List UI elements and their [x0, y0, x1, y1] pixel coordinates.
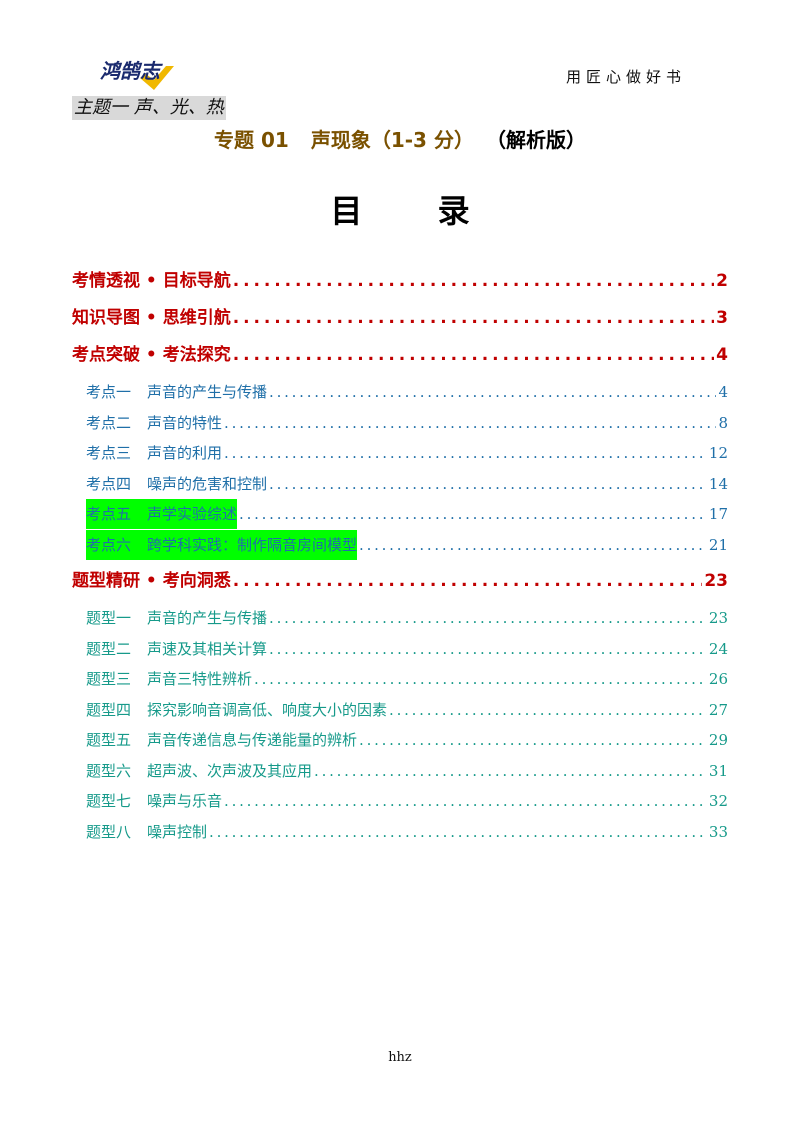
- toc-page-number: 26: [708, 670, 728, 688]
- toc-leader: [359, 725, 707, 755]
- toc-leader: [239, 499, 707, 529]
- toc-leader: [254, 664, 707, 694]
- toc-leader: [233, 303, 714, 333]
- toc-page-number: 32: [708, 792, 728, 810]
- toc-section-label: 考情透视 • 目标导航: [72, 271, 231, 291]
- toc-page-number: 23: [708, 609, 728, 627]
- toc-item-title: 声学实验综述: [147, 505, 238, 523]
- toc-item-number: 题型四: [86, 700, 132, 719]
- version-label: （解析版）: [485, 128, 586, 152]
- toc-item-title: 噪声控制: [147, 822, 208, 841]
- toc-page-number: 8: [718, 413, 728, 432]
- toc-item-number: 考点五: [86, 505, 132, 523]
- toc-section-mindmap[interactable]: 知识导图 • 思维引航 3: [72, 303, 728, 340]
- toc-heading: 目 录: [330, 192, 502, 230]
- highlighted-label: 考点五 声学实验综述: [86, 499, 238, 529]
- toc-leader: [224, 786, 707, 816]
- toc-item-title: 声速及其相关计算: [147, 639, 268, 658]
- topic-name: 声现象（1-3 分）: [310, 128, 474, 152]
- toc-item-title: 声音的利用: [147, 444, 223, 462]
- toc-item-number: 考点六: [86, 535, 132, 554]
- toc-item-title: 声音的产生与传播: [147, 609, 268, 627]
- toc-item-number: 题型一: [86, 609, 132, 627]
- page-footer: hhz: [388, 1050, 412, 1065]
- toc-item-number: 题型三: [86, 670, 132, 688]
- toc-leader: [233, 340, 714, 370]
- toc-page-number: 23: [704, 571, 728, 591]
- toc-section-overview[interactable]: 考情透视 • 目标导航 2: [72, 266, 728, 303]
- toc-leader: [269, 603, 707, 633]
- publisher-logo: 鸿鹄志: [96, 56, 200, 90]
- theme-tag: 主题一 声、光、热: [72, 96, 226, 120]
- toc-leader: [269, 634, 707, 664]
- slogan: 用匠心做好书: [566, 68, 687, 86]
- logo-text: 鸿鹄志: [100, 59, 163, 83]
- toc-page-number: 2: [716, 271, 728, 291]
- toc-item-number: 题型二: [86, 639, 132, 658]
- toc-leader: [359, 530, 707, 560]
- toc-section-question-types[interactable]: 题型精研 • 考向洞悉 23: [72, 566, 728, 603]
- topic-code: 专题 01: [214, 128, 289, 152]
- toc-item-number: 题型八: [86, 822, 132, 841]
- toc-item-number: 题型六: [86, 761, 132, 780]
- toc-item-title: 探究影响音调高低、响度大小的因素: [147, 700, 388, 719]
- toc-page-number: 14: [708, 474, 728, 493]
- toc-leader: [233, 566, 703, 596]
- toc-leader: [224, 438, 707, 468]
- toc-item-number: 题型七: [86, 792, 132, 810]
- toc-item-number: 考点三: [86, 444, 132, 462]
- toc-item-title: 声音传递信息与传递能量的辨析: [147, 731, 358, 749]
- toc-page-number: 24: [708, 639, 728, 658]
- toc-page-number: 4: [718, 383, 728, 401]
- toc-leader: [224, 408, 716, 438]
- toc-page-number: 4: [716, 345, 728, 365]
- toc-item-title: 噪声与乐音: [147, 792, 223, 810]
- toc-leader: [209, 817, 707, 847]
- toc-leader: [314, 756, 707, 786]
- toc-page-number: 27: [708, 700, 728, 719]
- toc-item-number: 考点四: [86, 474, 132, 493]
- toc-section-topics[interactable]: 考点突破 • 考法探究 4: [72, 340, 728, 377]
- toc-page-number: 33: [708, 822, 728, 841]
- toc-page-number: 12: [708, 444, 728, 462]
- toc-item-title: 声音的产生与传播: [147, 383, 268, 401]
- toc-item-title: 声音的特性: [147, 413, 223, 432]
- toc-item-title: 超声波、次声波及其应用: [147, 761, 313, 780]
- toc-page-number: 17: [708, 505, 728, 523]
- toc-page-number: 29: [708, 731, 728, 749]
- toc-item-title: 噪声的危害和控制: [147, 474, 268, 493]
- toc-section-label: 题型精研 • 考向洞悉: [72, 571, 231, 591]
- toc-leader: [233, 266, 714, 296]
- highlighted-label: 考点六 跨学科实践：制作隔音房间模型: [86, 529, 358, 560]
- toc-page-number: 3: [716, 308, 728, 328]
- toc-section-label: 考点突破 • 考法探究: [72, 345, 231, 365]
- toc-leader: [269, 469, 707, 499]
- toc-item-title: 跨学科实践：制作隔音房间模型: [147, 535, 358, 554]
- toc-item-number: 考点一: [86, 383, 132, 401]
- toc-item-title: 声音三特性辨析: [147, 670, 253, 688]
- toc-leader: [269, 377, 716, 407]
- toc-page-number: 31: [708, 761, 728, 780]
- toc-section-label: 知识导图 • 思维引航: [72, 308, 231, 328]
- toc-item-number: 考点二: [86, 413, 132, 432]
- document-title: 专题 01 声现象（1-3 分） （解析版）: [0, 126, 800, 154]
- toc-page-number: 21: [708, 535, 728, 554]
- toc-leader: [389, 695, 707, 725]
- toc-item-number: 题型五: [86, 731, 132, 749]
- table-of-contents: 考情透视 • 目标导航 2 知识导图 • 思维引航 3 考点突破 • 考法探究 …: [72, 266, 728, 847]
